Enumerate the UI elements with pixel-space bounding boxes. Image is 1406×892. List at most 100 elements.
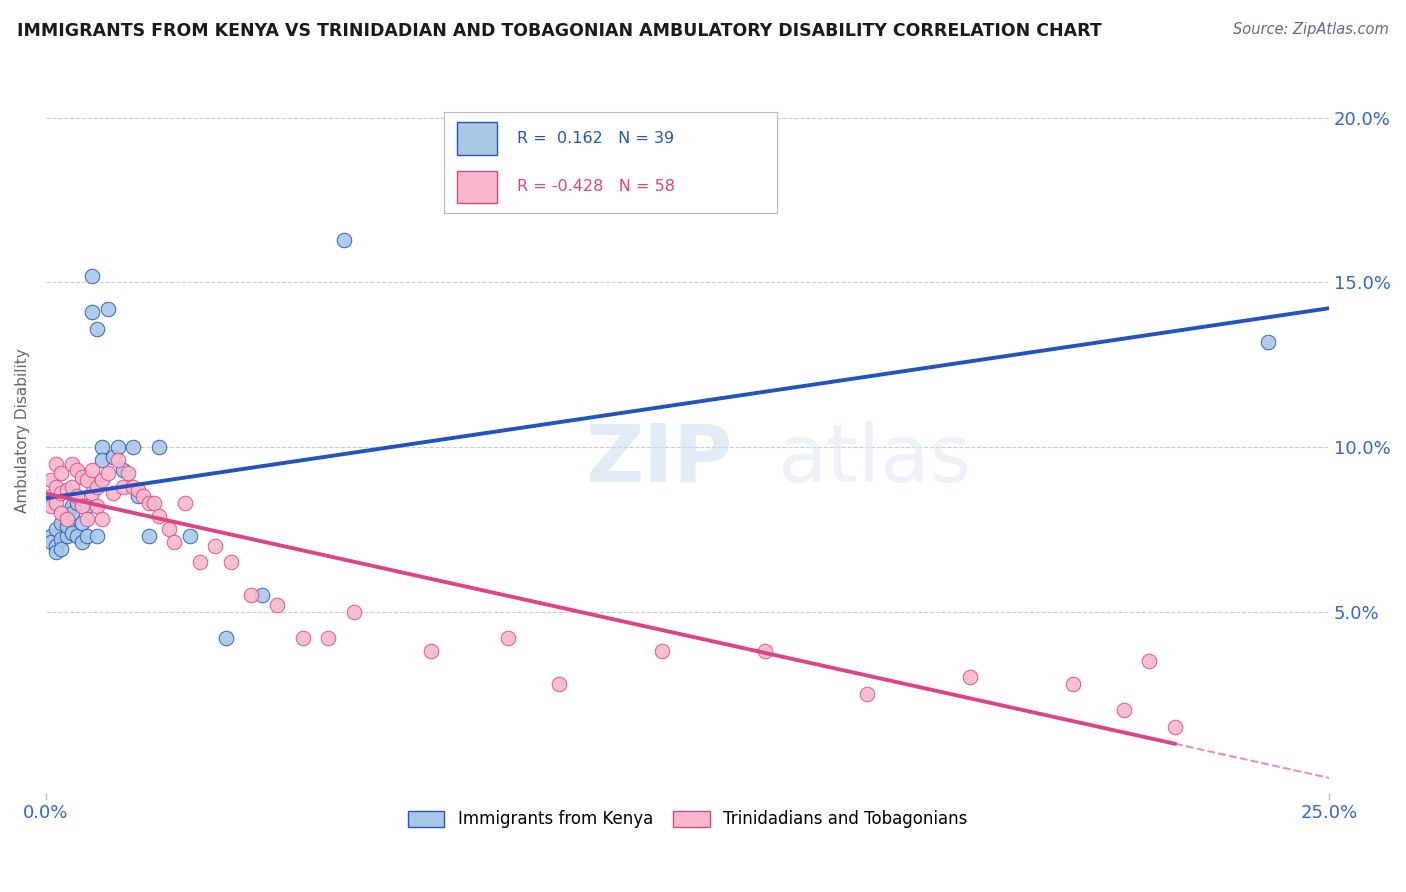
Y-axis label: Ambulatory Disability: Ambulatory Disability xyxy=(15,348,30,513)
Point xyxy=(60,525,83,540)
Point xyxy=(51,467,73,481)
Point xyxy=(51,532,73,546)
Point xyxy=(82,463,104,477)
Point xyxy=(101,486,124,500)
Point xyxy=(86,321,108,335)
Point xyxy=(60,457,83,471)
Point xyxy=(127,483,149,497)
Point xyxy=(51,506,73,520)
Point xyxy=(76,473,98,487)
Point xyxy=(332,233,354,247)
Point xyxy=(60,479,83,493)
Point xyxy=(111,479,134,493)
Point xyxy=(45,457,67,471)
Text: ZIP: ZIP xyxy=(585,420,733,499)
Point xyxy=(291,631,314,645)
Point xyxy=(97,301,120,316)
Point xyxy=(70,516,93,530)
Point xyxy=(117,467,139,481)
Point xyxy=(66,490,89,504)
Point xyxy=(127,490,149,504)
Point xyxy=(39,490,62,504)
Point xyxy=(86,529,108,543)
Point xyxy=(82,305,104,319)
Point xyxy=(1062,677,1084,691)
Point xyxy=(97,467,120,481)
Point xyxy=(419,644,441,658)
Point xyxy=(55,509,77,524)
Point xyxy=(132,490,155,504)
Point xyxy=(122,479,145,493)
Point xyxy=(266,598,288,612)
Point xyxy=(138,529,160,543)
Point xyxy=(1139,654,1161,668)
Point xyxy=(188,555,211,569)
Point xyxy=(179,529,201,543)
Point xyxy=(39,535,62,549)
Point xyxy=(51,516,73,530)
Point xyxy=(1257,334,1279,349)
Point xyxy=(86,500,108,514)
Point xyxy=(204,539,226,553)
Point xyxy=(101,450,124,464)
Point xyxy=(45,479,67,493)
Point xyxy=(250,588,273,602)
Point xyxy=(959,670,981,684)
Point xyxy=(86,479,108,493)
Point xyxy=(142,496,165,510)
Point xyxy=(148,509,170,524)
Point xyxy=(76,512,98,526)
Point xyxy=(173,496,195,510)
Point xyxy=(122,440,145,454)
Point xyxy=(316,631,339,645)
Text: IMMIGRANTS FROM KENYA VS TRINIDADIAN AND TOBAGONIAN AMBULATORY DISABILITY CORREL: IMMIGRANTS FROM KENYA VS TRINIDADIAN AND… xyxy=(17,22,1102,40)
Point xyxy=(70,469,93,483)
Text: Source: ZipAtlas.com: Source: ZipAtlas.com xyxy=(1233,22,1389,37)
Point xyxy=(60,506,83,520)
Point xyxy=(219,555,242,569)
Point xyxy=(82,486,104,500)
Point xyxy=(51,486,73,500)
Point xyxy=(107,440,129,454)
Point xyxy=(39,500,62,514)
Point xyxy=(1164,720,1187,734)
Point xyxy=(39,529,62,543)
Legend: Immigrants from Kenya, Trinidadians and Tobagonians: Immigrants from Kenya, Trinidadians and … xyxy=(401,804,974,835)
Point xyxy=(76,500,98,514)
Point xyxy=(91,512,114,526)
Point xyxy=(51,542,73,557)
Point xyxy=(70,535,93,549)
Point xyxy=(138,496,160,510)
Point xyxy=(107,453,129,467)
Point xyxy=(45,539,67,553)
Point xyxy=(91,453,114,467)
Point xyxy=(55,483,77,497)
Point xyxy=(55,529,77,543)
Point xyxy=(148,440,170,454)
Point xyxy=(214,631,236,645)
Point xyxy=(66,529,89,543)
Point xyxy=(45,545,67,559)
Point xyxy=(76,529,98,543)
Point xyxy=(70,500,93,514)
Point xyxy=(651,644,673,658)
Point xyxy=(163,535,186,549)
Point xyxy=(240,588,263,602)
Point xyxy=(91,473,114,487)
Point xyxy=(856,687,879,701)
Point xyxy=(39,473,62,487)
Point xyxy=(45,522,67,536)
Point xyxy=(496,631,519,645)
Point xyxy=(45,496,67,510)
Point xyxy=(548,677,571,691)
Point xyxy=(66,463,89,477)
Point xyxy=(157,522,180,536)
Point xyxy=(111,463,134,477)
Text: atlas: atlas xyxy=(778,420,972,499)
Point xyxy=(55,512,77,526)
Point xyxy=(82,268,104,283)
Point xyxy=(754,644,776,658)
Point xyxy=(1112,703,1135,717)
Point xyxy=(91,440,114,454)
Point xyxy=(60,500,83,514)
